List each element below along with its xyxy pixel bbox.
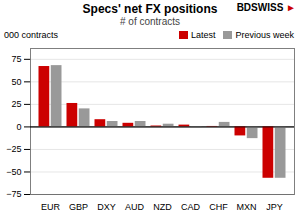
svg-text:MXN: MXN xyxy=(237,202,257,212)
svg-text:25: 25 xyxy=(11,99,21,109)
html-text:Previous week: Previous week xyxy=(235,30,294,40)
svg-text:NZD: NZD xyxy=(153,202,172,212)
svg-text:AUD: AUD xyxy=(125,202,145,212)
svg-text:75: 75 xyxy=(11,54,21,64)
svg-text:−75: −75 xyxy=(6,189,21,199)
svg-text:−25: −25 xyxy=(6,144,21,154)
svg-text:EUR: EUR xyxy=(41,202,61,212)
svg-text:CHF: CHF xyxy=(209,202,228,212)
html-text:Specs' net FX positions: Specs' net FX positions xyxy=(82,2,218,16)
html-text:# of contracts: # of contracts xyxy=(120,16,180,27)
html-text:BDSWISS ►: BDSWISS ► xyxy=(236,2,296,13)
svg-text:50: 50 xyxy=(11,77,21,87)
svg-text:CAD: CAD xyxy=(181,202,201,212)
html-text:000 contracts: 000 contracts xyxy=(4,30,58,40)
svg-text:JPY: JPY xyxy=(266,202,283,212)
svg-text:GBP: GBP xyxy=(69,202,88,212)
svg-text:0: 0 xyxy=(16,122,21,132)
html-text:Latest: Latest xyxy=(190,30,216,40)
svg-text:DXY: DXY xyxy=(97,202,116,212)
svg-text:−50: −50 xyxy=(6,167,21,177)
